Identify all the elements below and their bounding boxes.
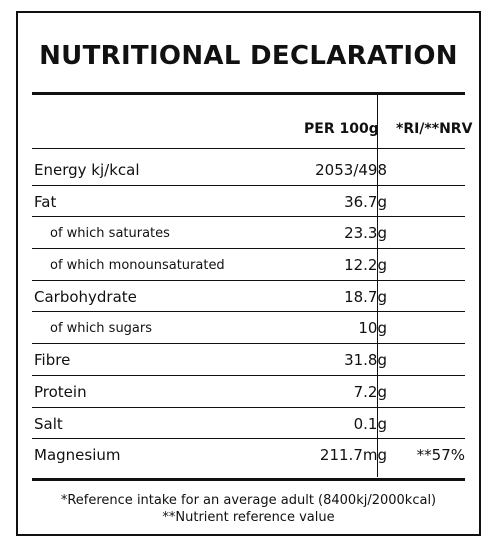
footnote-nutrient-reference: **Nutrient reference value (162, 510, 335, 525)
row-value: 31.8g (344, 351, 387, 370)
table-row: Fibre 31.8g (32, 344, 465, 376)
table-row: Energy kj/kcal 2053/498 (32, 154, 465, 186)
column-header-per-100g: PER 100g (304, 121, 379, 137)
table-row: Protein 7.2g (32, 376, 465, 408)
row-value: 10g (358, 319, 387, 338)
row-value: 36.7g (344, 192, 387, 211)
row-label: of which monounsaturated (50, 258, 225, 274)
panel-title: NUTRITIONAL DECLARATION (39, 41, 458, 71)
row-ri: **57% (416, 446, 465, 465)
table-row: of which sugars 10g (32, 312, 465, 345)
row-value: 211.7mg (319, 446, 387, 465)
nutrition-panel: NUTRITIONAL DECLARATION PER 100g *RI/**N… (16, 11, 481, 536)
row-value: 7.2g (353, 382, 387, 401)
column-header-ri-nrv: *RI/**NRV (396, 121, 473, 137)
row-label: Fibre (34, 351, 71, 370)
title-divider (32, 92, 465, 95)
table-row: Salt 0.1g (32, 408, 465, 440)
table-row: of which monounsaturated 12.2g (32, 249, 465, 281)
header-divider (32, 148, 465, 149)
column-divider (377, 95, 378, 477)
row-label: Magnesium (34, 446, 121, 465)
footer-divider (32, 478, 465, 481)
table-row: of which saturates 23.3g (32, 217, 465, 250)
row-label: Carbohydrate (34, 287, 137, 306)
row-label: of which saturates (50, 226, 170, 242)
table-row: Magnesium 211.7mg **57% (32, 439, 465, 471)
row-value: 23.3g (344, 224, 387, 243)
row-value: 18.7g (344, 287, 387, 306)
row-value: 12.2g (344, 256, 387, 275)
row-label: Salt (34, 414, 63, 433)
row-label: Fat (34, 192, 57, 211)
row-label: Energy kj/kcal (34, 161, 140, 179)
row-label: Protein (34, 382, 87, 401)
table-row: Fat 36.7g (32, 186, 465, 218)
footnote-reference-intake: *Reference intake for an average adult (… (60, 493, 437, 508)
row-value: 0.1g (353, 414, 387, 433)
table-row: Carbohydrate 18.7g (32, 281, 465, 313)
row-label: of which sugars (50, 321, 153, 337)
row-value: 2053/498 (315, 161, 387, 179)
nutrition-rows: Energy kj/kcal 2053/498 Fat 36.7g of whi… (32, 154, 465, 471)
